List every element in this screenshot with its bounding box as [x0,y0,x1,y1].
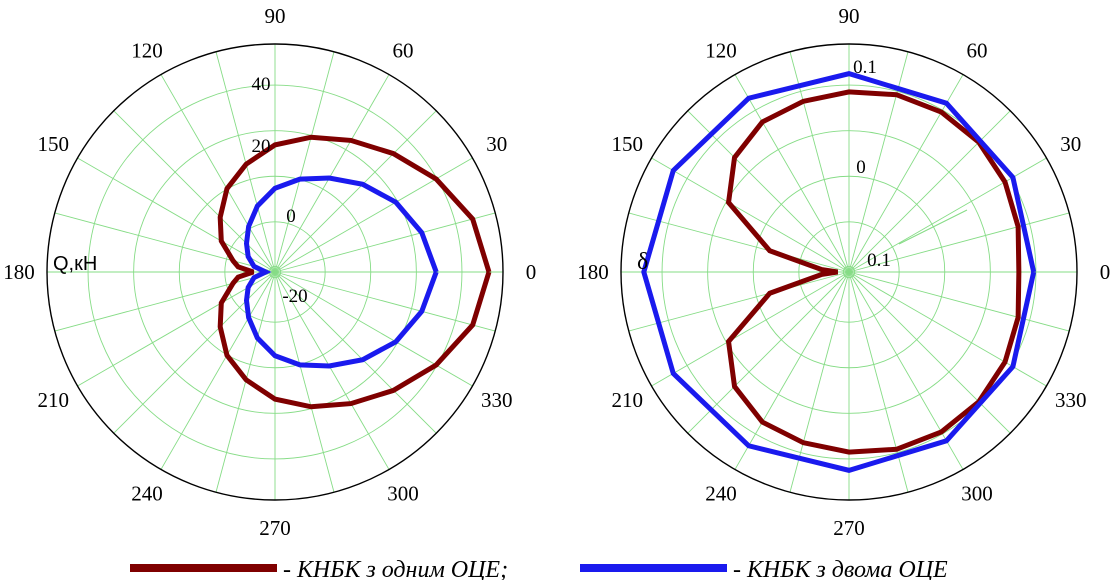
radial-axis-label: δ [637,249,648,275]
grid-spoke [651,157,850,273]
grid-spoke [628,212,850,273]
series-line-blue [641,71,1037,473]
angle-tick-label: 210 [38,388,70,412]
radial-tick-label: 0 [286,206,296,227]
grid-spoke [274,271,473,387]
grid-spoke [274,74,390,273]
grid-spoke [848,271,1011,434]
angle-tick-label: 330 [1055,388,1087,412]
grid-ring [752,175,946,369]
grid-ring [224,221,326,323]
grid-spoke [274,157,473,273]
angle-tick-label: 300 [961,482,993,506]
legend: - КНБК з одним ОЦЕ; - КНБК з двома ОЦЕ [130,557,948,580]
angle-tick-label: 0 [1100,260,1110,284]
grid-spoke [848,271,964,470]
angle-tick-label: 330 [481,388,513,412]
grid-spoke [274,271,437,434]
polar-border [46,43,504,501]
grid-spoke [77,157,276,273]
grid-spoke [54,271,276,332]
grid-spoke [77,271,276,387]
grid-spoke [687,110,850,273]
polar-chart-delta: 0 30 60 90 120 150 180 210 240 270 300 330 0.1 0 0.1 δ [577,4,1110,540]
angle-tick-label: 120 [131,38,163,62]
grid-spoke [274,110,437,273]
legend-label-blue: - КНБК з двома ОЦЕ [733,557,948,580]
legend-label-red: - КНБК з одним ОЦЕ; [283,557,508,580]
angle-tick-label: 30 [486,132,507,156]
angle-tick-label: 240 [705,482,737,506]
angle-tick-label: 150 [38,132,70,156]
grid-spoke [160,74,276,273]
series-line-red [217,134,492,410]
grid-ring [178,175,372,369]
grid-spoke [734,74,850,273]
radial-tick-label: 0.1 [867,250,891,271]
angle-tick-label: 120 [705,38,737,62]
grid-spoke [274,271,496,332]
grid-tick-marker [898,209,968,245]
radial-axis-label: Q,кН [53,253,97,275]
angle-tick-label: 180 [3,260,35,284]
grid-spoke [789,271,850,493]
grid-spoke [274,51,335,273]
radial-tick-label: 40 [252,74,271,95]
grid-ring [798,221,900,323]
legend-swatch-red [130,564,277,572]
angle-tick-label: 90 [839,4,860,28]
angle-tick-label: 210 [612,388,644,412]
angle-tick-label: 180 [577,260,609,284]
grid-spoke [651,271,850,387]
grid-spoke [789,51,850,273]
angle-tick-label: 30 [1060,132,1081,156]
series-line-blue [243,175,439,369]
grid-ring [87,84,463,460]
radial-tick-label: 0.1 [853,57,877,78]
angle-tick-label: 0 [526,260,537,284]
angle-tick-label: 90 [265,4,286,28]
radial-tick-label: -20 [282,286,307,307]
grid-spoke [687,271,850,434]
angle-tick-label: 300 [387,482,419,506]
grid-ring [133,130,417,414]
legend-swatch-blue [580,564,727,572]
polar-chart-q: 0 30 60 90 120 150 180 210 240 270 300 330 -20 0 20 40 Q… [3,4,536,540]
grid-spoke [274,271,390,470]
grid-ring [842,265,856,279]
radial-tick-label: 0 [856,157,866,178]
grid-spoke [54,212,276,273]
grid-spoke [848,271,1070,332]
grid-spoke [734,271,850,470]
angle-tick-label: 240 [131,482,163,506]
grid-spoke [113,110,276,273]
series-line-red [725,89,1022,455]
grid-spoke [848,110,1011,273]
polar-border [620,43,1078,501]
grid-spoke [274,271,335,493]
angle-tick-label: 60 [393,38,414,62]
angle-tick-label: 60 [967,38,988,62]
angle-tick-label: 270 [833,516,865,540]
angle-tick-label: 270 [259,516,291,540]
grid-spoke [848,74,964,273]
grid-ring [661,84,1037,460]
grid-spoke [628,271,850,332]
grid-spoke [274,212,496,273]
grid-spoke [113,271,276,434]
grid-ring [707,130,991,414]
angle-tick-label: 150 [612,132,644,156]
radial-tick-label: 20 [252,136,271,157]
grid-spoke [160,271,276,470]
grid-spoke [848,212,1070,273]
